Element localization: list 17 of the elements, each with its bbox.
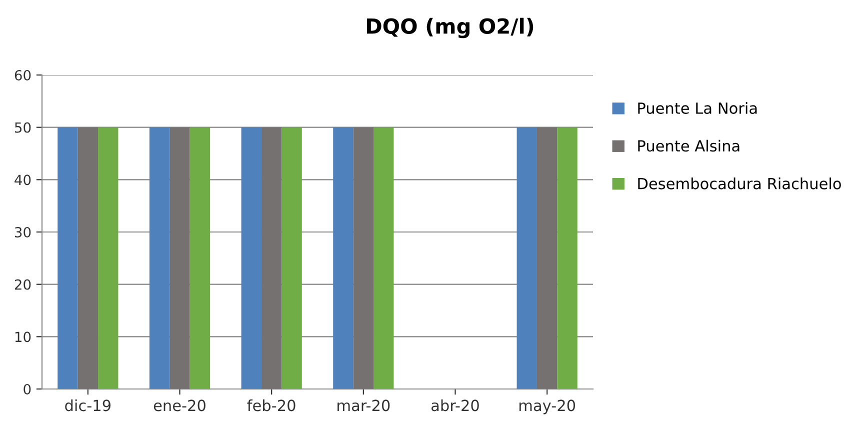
y-tick-label: 10 [15,332,31,342]
x-tick-label: mar-20 [338,400,390,412]
y-tick-label: 60 [14,70,31,80]
legend-label: Puente La Noria [638,102,757,114]
y-tick-label: 50 [14,122,31,133]
legend-label: Puente Alsina [638,140,740,152]
y-tick-label: 20 [14,279,31,290]
x-tick-label: dic-19 [65,399,110,412]
chart-title: DQO (mg O2/l) [366,18,534,38]
y-tick-label: 40 [14,174,31,186]
x-tick-label: ene-20 [154,400,206,412]
y-tick-label: 0 [24,384,31,394]
x-tick-label: feb-20 [247,399,296,412]
y-tick-label: 30 [14,226,31,238]
x-tick-label: may-20 [519,400,576,414]
legend-label: Desembocadura Riachuelo [638,178,841,190]
x-tick-label: abr-20 [432,399,479,412]
